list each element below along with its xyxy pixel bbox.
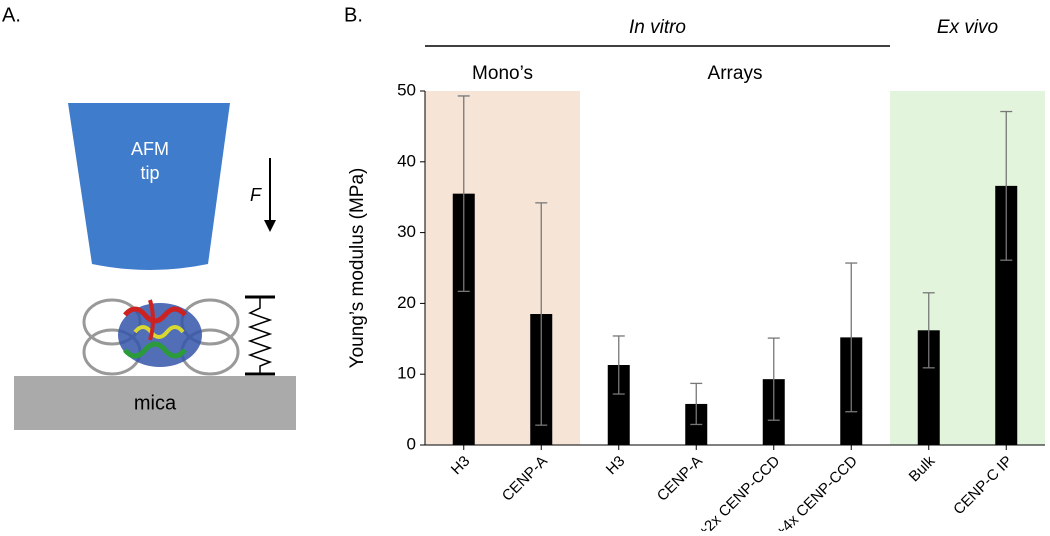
tip-label: AFM — [131, 139, 169, 159]
arrowhead — [264, 220, 276, 232]
panel-label: B. — [344, 4, 363, 26]
spring — [245, 295, 275, 376]
error-bar — [612, 335, 625, 395]
error-bar — [1000, 110, 1013, 261]
error-bar — [922, 292, 935, 369]
x-tick-label: +4x CENP-CCD — [773, 452, 861, 531]
tip-label: tip — [140, 163, 159, 183]
x-tick-label: +2x CENP-CCD — [695, 452, 783, 531]
x-tick-label: H3 — [448, 453, 474, 479]
group-label: In vitro — [629, 17, 686, 38]
nucleosome — [82, 298, 240, 376]
mica-surface — [14, 376, 296, 430]
x-tick-label: H3 — [603, 453, 629, 479]
x-tick-label: Bulk — [906, 452, 939, 485]
group-label: Arrays — [708, 63, 763, 84]
x-tick-label: CENP-A — [654, 453, 706, 505]
error-bar — [457, 95, 470, 293]
group-shade — [890, 91, 1045, 445]
force-label: F — [250, 185, 262, 205]
surface-label: mica — [134, 392, 177, 414]
y-tick-label: 20 — [397, 293, 416, 312]
error-bar — [690, 382, 703, 426]
bar — [995, 185, 1018, 445]
afm-tip — [68, 103, 230, 270]
x-tick-label: CENP-A — [499, 453, 551, 505]
y-tick-label: 30 — [397, 222, 416, 241]
y-tick-label: 10 — [397, 364, 416, 383]
y-tick-label: 50 — [397, 80, 416, 99]
x-tick-label: CENP-C IP — [950, 453, 1016, 519]
y-tick-label: 40 — [397, 151, 416, 170]
bar — [917, 330, 940, 445]
panel-label: A. — [2, 4, 21, 26]
error-bar — [845, 262, 858, 413]
error-bar — [535, 202, 548, 426]
group-label: Ex vivo — [937, 17, 998, 38]
bar — [607, 364, 630, 445]
y-axis-label: Young’s modulus (MPa) — [347, 168, 368, 369]
group-shade — [425, 91, 580, 445]
bar — [452, 193, 475, 445]
y-tick-label: 0 — [407, 434, 416, 453]
group-label: Mono’s — [472, 63, 533, 84]
error-bar — [767, 337, 780, 421]
